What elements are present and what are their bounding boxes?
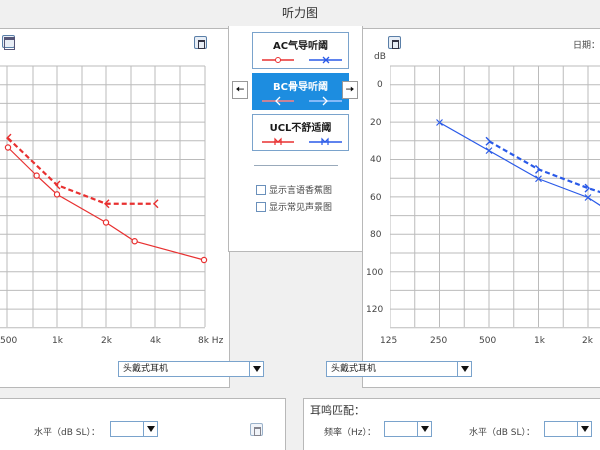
right-audiogram-chart[interactable] — [390, 0, 600, 400]
checkbox-box[interactable] — [256, 201, 266, 212]
ucl-legend-icon — [262, 137, 342, 145]
data-point — [6, 133, 12, 143]
right-y-tick: 60 — [370, 192, 382, 203]
data-point — [55, 180, 61, 190]
bottom-right-panel: 耳鸣匹配： 频率（Hz）： 水平（dB SL）： — [303, 398, 600, 450]
tinnitus-match-title: 耳鸣匹配： — [310, 404, 365, 417]
level-label: 水平（dB SL）： — [469, 428, 535, 438]
right-x-tick: 2k — [582, 336, 593, 346]
ucl-threshold-button[interactable]: UCL不舒适阈 — [252, 114, 349, 151]
ac-threshold-button[interactable]: AC气导听阈 — [252, 32, 349, 69]
left-level-select[interactable] — [110, 421, 158, 437]
right-y-tick: 100 — [366, 267, 384, 278]
prev-arrow-button[interactable]: 🠄 — [232, 81, 248, 99]
right-y-tick: 20 — [370, 117, 382, 128]
series-line — [7, 147, 205, 261]
date-label: 日期： — [573, 41, 600, 51]
right-x-tick: 1k — [534, 336, 545, 346]
checkbox-box[interactable] — [256, 184, 266, 195]
chevron-down-icon[interactable] — [577, 422, 591, 436]
data-point — [53, 191, 61, 198]
data-point — [584, 183, 590, 193]
window-title: 听力图 — [281, 6, 318, 20]
bottom-left-panel: 水平（dB SL）： — [0, 398, 286, 450]
right-x-tick: 250 — [430, 336, 448, 346]
soundscape-checkbox[interactable]: 显示常见声景图 — [256, 200, 332, 213]
right-y-tick: 40 — [370, 155, 382, 165]
data-point — [153, 199, 159, 209]
bc-threshold-button[interactable]: BC骨导听阈 — [252, 73, 349, 110]
left-x-tick: 8k Hz — [198, 336, 224, 346]
frequency-label: 频率（Hz）： — [324, 428, 376, 438]
data-point — [104, 199, 110, 209]
trash-icon[interactable] — [194, 36, 207, 49]
trash-icon[interactable] — [388, 36, 401, 49]
left-x-tick: 500 — [0, 336, 18, 346]
chevron-down-icon[interactable] — [417, 422, 431, 436]
data-point — [485, 147, 493, 155]
data-point — [131, 238, 138, 245]
left-audiogram-chart[interactable] — [0, 0, 230, 400]
speech-banana-checkbox[interactable]: 显示言语香蕉图 — [256, 183, 332, 196]
right-y-tick: 0 — [377, 80, 383, 90]
data-point — [535, 175, 542, 183]
level-label: 水平（dB SL）： — [34, 428, 100, 438]
data-point — [33, 172, 40, 179]
next-arrow-button[interactable]: 🠆 — [342, 81, 358, 99]
ac-legend-icon — [262, 56, 342, 64]
series-line — [7, 137, 155, 205]
data-point — [102, 219, 110, 226]
right-level-select[interactable] — [544, 421, 592, 437]
data-point — [200, 256, 208, 264]
left-x-tick: 1k — [52, 336, 63, 346]
data-point — [584, 194, 592, 201]
chevron-down-icon[interactable] — [249, 362, 263, 376]
data-point — [535, 164, 541, 174]
y-unit-label: dB — [374, 52, 386, 62]
trash-icon[interactable] — [250, 423, 263, 436]
right-headphone-select[interactable]: 头戴式耳机 — [326, 361, 472, 377]
right-x-tick: 500 — [479, 336, 497, 346]
left-x-tick: 4k — [150, 336, 161, 346]
chevron-down-icon[interactable] — [143, 422, 157, 436]
left-headphone-select[interactable]: 头戴式耳机 — [118, 361, 264, 377]
right-y-tick: 120 — [366, 305, 384, 315]
bc-legend-icon — [262, 96, 342, 106]
right-x-tick: 125 — [380, 336, 398, 346]
series-line — [488, 140, 600, 194]
right-y-tick: 80 — [370, 230, 382, 240]
data-point — [4, 144, 12, 151]
frequency-select[interactable] — [384, 421, 432, 437]
left-x-tick: 2k — [101, 336, 112, 346]
series-line — [439, 121, 600, 206]
divider — [254, 165, 338, 166]
data-point — [436, 119, 443, 126]
window-icon[interactable] — [2, 35, 15, 50]
chevron-down-icon[interactable] — [457, 362, 471, 376]
data-point — [485, 136, 491, 146]
